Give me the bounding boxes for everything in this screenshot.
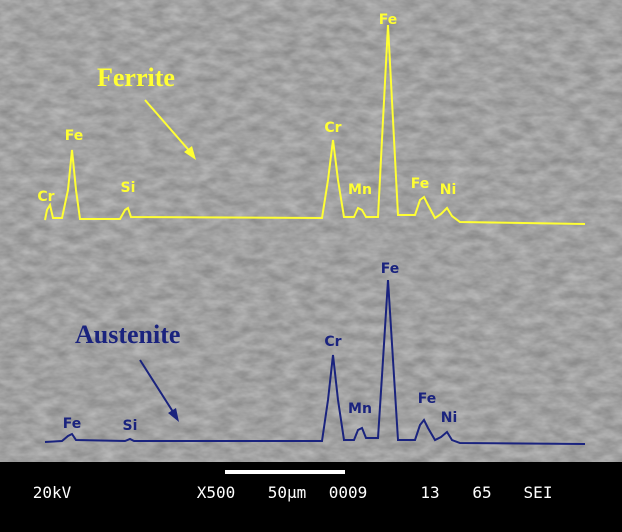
ferrite-label: Ferrite: [97, 63, 175, 92]
peak-label: Cr: [324, 334, 341, 350]
peak-label: Fe: [379, 12, 398, 28]
peak-label: Fe: [65, 128, 84, 144]
texture: [0, 0, 622, 462]
austenite-label: Austenite: [75, 320, 180, 349]
footer-text: 65: [472, 483, 491, 502]
footer-text: 20kV: [33, 483, 72, 502]
peak-label: Fe: [411, 176, 430, 192]
peak-label: Si: [121, 180, 136, 196]
sem-image: Ferrite Austenite Cr Fe Si Cr Mn Fe Fe N…: [0, 0, 622, 532]
peak-label: Ni: [440, 182, 457, 198]
footer-text: 13: [420, 483, 439, 502]
page: Ferrite Austenite Cr Fe Si Cr Mn Fe Fe N…: [0, 0, 622, 532]
footer-text: 0009: [329, 483, 368, 502]
peak-label: Ni: [441, 410, 458, 426]
peak-label: Cr: [37, 189, 54, 205]
peak-label: Cr: [324, 120, 341, 136]
peak-label: Si: [123, 418, 138, 434]
footer-text: X500: [197, 483, 236, 502]
footer-text: SEI: [524, 483, 553, 502]
peak-label: Fe: [418, 391, 437, 407]
footer-text: 50µm: [268, 483, 307, 502]
peak-label: Mn: [348, 182, 372, 198]
peak-label: Fe: [63, 416, 82, 432]
peak-label: Fe: [381, 261, 400, 277]
peak-label: Mn: [348, 401, 372, 417]
